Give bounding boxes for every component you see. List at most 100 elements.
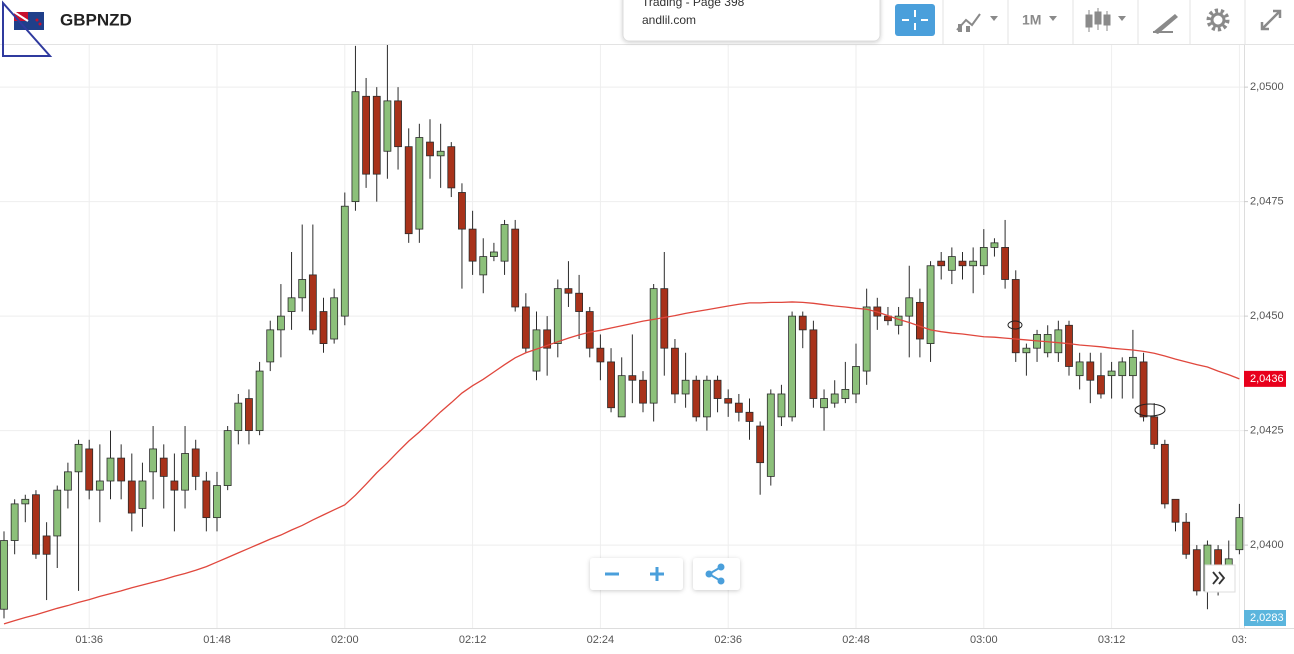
candle-body [53, 489, 62, 537]
x-tick-label: 02:00 [331, 634, 359, 646]
candle-body [958, 260, 967, 267]
candle-body [1171, 498, 1180, 523]
candle-body [1129, 356, 1137, 377]
candle-body [1107, 370, 1116, 377]
candle-body [1011, 279, 1020, 354]
candle-body [394, 100, 402, 148]
price-label: 2,0283 [1250, 612, 1284, 624]
candle-body [436, 150, 445, 157]
candle-body [809, 329, 818, 399]
x-tick-label: 03:12 [1098, 634, 1126, 646]
candle-body [276, 315, 285, 331]
candle-body [607, 361, 615, 409]
settings-button[interactable] [1206, 8, 1230, 32]
candle-body [1139, 361, 1148, 418]
candle-body [74, 443, 83, 473]
candle-body [947, 256, 956, 271]
candle-body [969, 260, 978, 267]
candle-body [202, 480, 211, 519]
candle-body [1150, 416, 1159, 445]
popup [622, 0, 881, 42]
draw-button[interactable] [1153, 14, 1178, 34]
candle-body [564, 288, 573, 294]
candle-body [1097, 375, 1105, 395]
ma-value-tag [1244, 370, 1286, 387]
candle-body [841, 388, 850, 399]
candle-body [95, 480, 104, 491]
candle-body [383, 100, 392, 152]
x-tick-label: 01:48 [203, 634, 231, 646]
ma-value-label: 2,0436 [1250, 373, 1284, 385]
candle-body [191, 448, 200, 477]
candle-body [990, 242, 999, 248]
candle-body [926, 265, 935, 344]
candle-body [734, 402, 743, 413]
candle-body [1192, 549, 1201, 592]
candle-body [1118, 361, 1127, 377]
candle-body [362, 95, 371, 175]
candle-body [351, 91, 360, 203]
timeframe-arrow [1049, 16, 1057, 21]
candle-body [255, 370, 264, 432]
candle-body [830, 393, 839, 404]
candle-body [979, 247, 988, 267]
candle-body [703, 379, 711, 418]
corner-logo [1, 0, 53, 57]
candle-body [1054, 329, 1063, 354]
candle-body [777, 393, 786, 418]
indicator-button[interactable] [956, 13, 998, 32]
candle-body [820, 398, 828, 409]
candle-body [149, 448, 158, 473]
candle-body [671, 347, 679, 395]
x-tick-label: 02:12 [459, 634, 487, 646]
crosshair-button[interactable] [895, 4, 935, 36]
chart-type-button[interactable] [1085, 8, 1126, 32]
candle-body [404, 146, 413, 235]
candle-body [649, 288, 658, 404]
candle-body [21, 498, 30, 505]
x-tick-label: 01:36 [75, 634, 103, 646]
candle-body [713, 379, 722, 399]
candle-body [138, 480, 147, 509]
scroll-end-button[interactable] [1204, 564, 1236, 593]
candle-body [415, 137, 424, 230]
candle-body [521, 306, 530, 349]
candle-body [0, 540, 8, 610]
y-tick-label: 2,0400 [1250, 539, 1284, 551]
candle-body [245, 398, 253, 432]
fullscreen-button[interactable] [1260, 9, 1282, 31]
candle-body [159, 457, 168, 477]
candle-body [1043, 334, 1052, 354]
popup-title: Trading - Page 398 [642, 0, 745, 9]
candle-body [213, 485, 221, 519]
candle-body [489, 251, 498, 257]
candle-body [543, 329, 552, 349]
candle-body [596, 347, 605, 363]
candle-body [106, 457, 115, 482]
flag-icon [13, 11, 44, 30]
axes: 2,0500 2,0475 2,0450 2,0425 2,0400 01:36 01:48… [75, 81, 1286, 646]
candle-body [372, 95, 381, 175]
zoom-controls [590, 558, 740, 590]
candle-body [223, 430, 232, 486]
candle-body [756, 425, 765, 464]
candle-body [64, 471, 72, 491]
candle-body [468, 228, 477, 262]
candle-body [127, 480, 136, 514]
y-tick-label: 2,0425 [1250, 425, 1284, 437]
zoom-in-button[interactable] [650, 567, 664, 581]
x-tick-label: 02:36 [714, 634, 742, 646]
symbol-name[interactable]: GBPNZD [60, 10, 132, 29]
candle-body [862, 306, 871, 372]
candle-body [117, 457, 126, 482]
candle-body [617, 375, 626, 418]
timeframe-button[interactable]: 1M [1022, 12, 1041, 28]
plot-area [0, 45, 1244, 625]
candle-body [585, 311, 594, 349]
share-button[interactable] [705, 563, 725, 585]
candle-body [340, 205, 349, 317]
candle-body [1160, 443, 1169, 505]
candle-body [905, 297, 914, 317]
